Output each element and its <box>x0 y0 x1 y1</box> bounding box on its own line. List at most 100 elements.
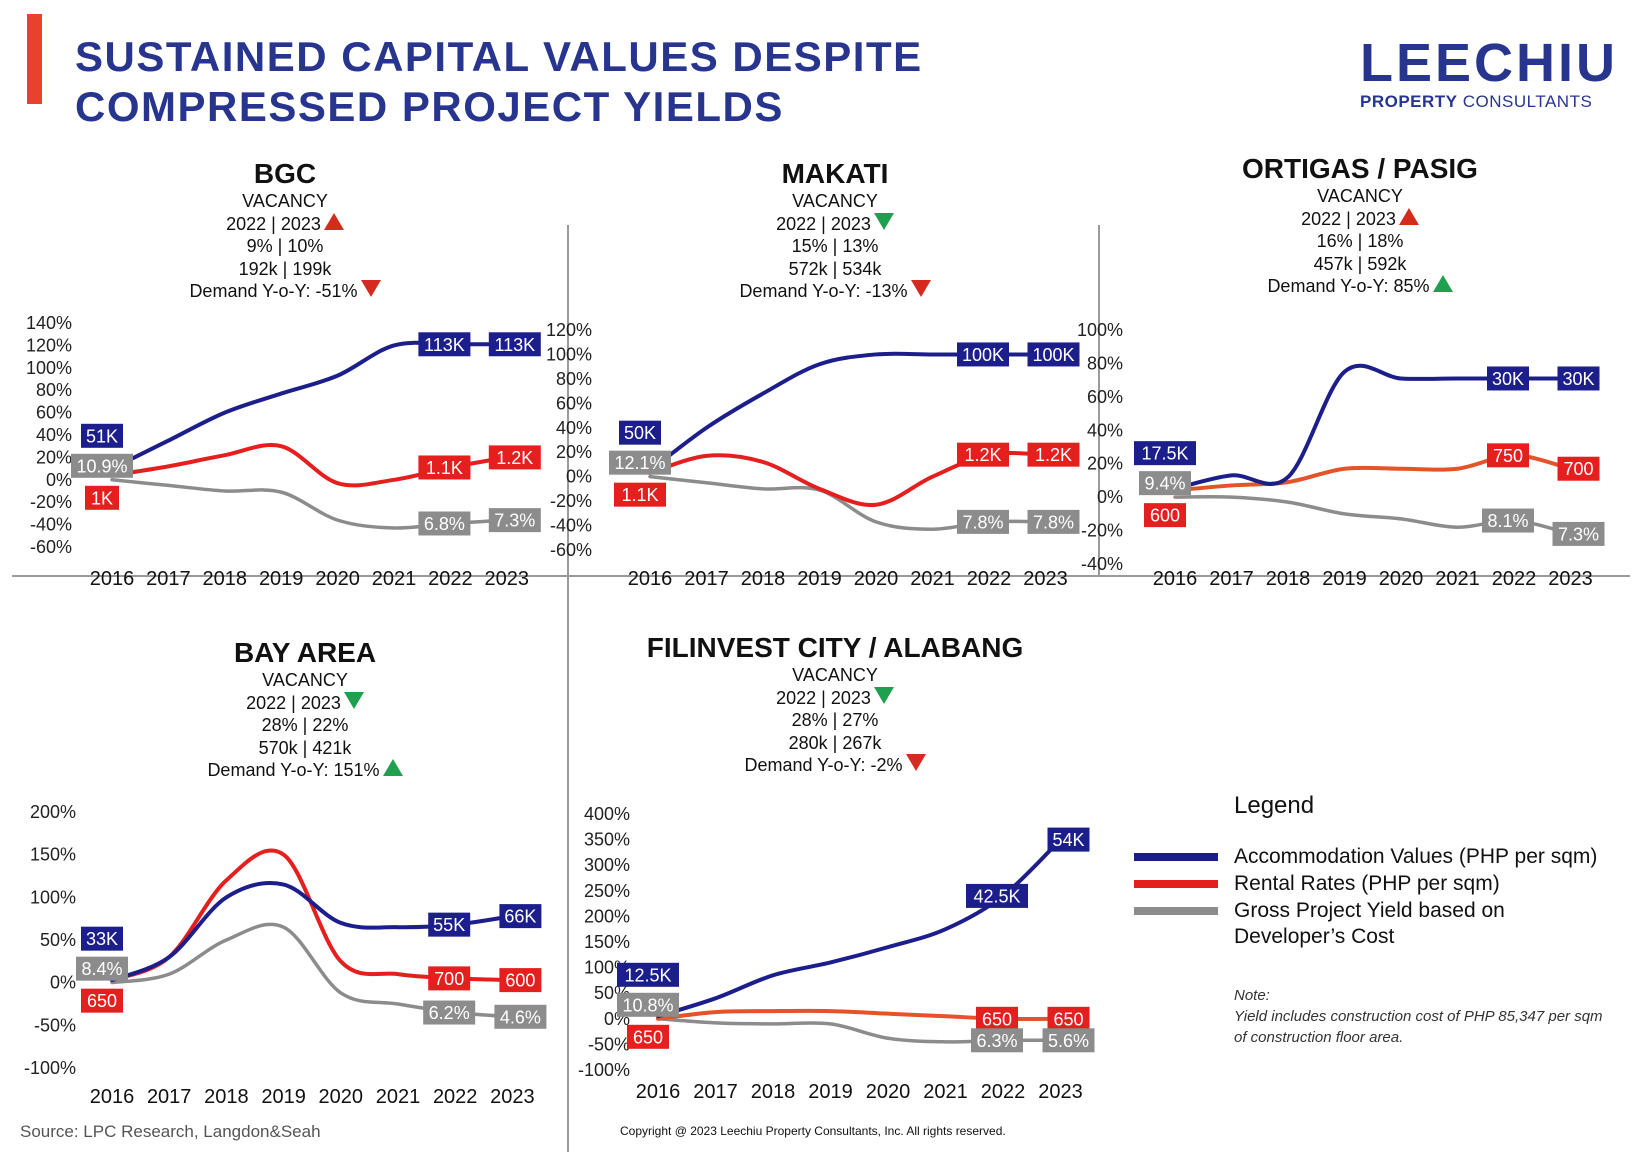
y-tick-label: -60% <box>30 537 72 557</box>
data-label-end-rental: 750 <box>1487 443 1529 468</box>
data-label-end-yield: 6.3% <box>971 1028 1023 1053</box>
y-tick-label: 100% <box>1077 320 1123 340</box>
source-text: Source: LPC Research, Langdon&Seah <box>20 1122 321 1141</box>
data-label-start-rental: 650 <box>627 1024 669 1049</box>
y-tick-label: 0% <box>566 467 592 487</box>
data-label-end-accommodation: 113K <box>418 332 471 357</box>
vacancy-years: 2022 | 2023 <box>150 212 420 236</box>
divider-horizontal <box>12 575 1630 577</box>
data-label-start-rental: 1.1K <box>614 482 666 507</box>
svg-text:7.8%: 7.8% <box>962 512 1003 532</box>
data-label-end-rental: 1.1K <box>418 455 471 480</box>
y-tick-label: 60% <box>556 393 592 413</box>
vacancy-percent: 15% | 13% <box>791 236 879 256</box>
y-tick-label: 60% <box>1087 387 1123 407</box>
data-label-start-rental: 600 <box>1144 503 1186 528</box>
panel-header-filinvest: FILINVEST CITY / ALABANG VACANCY 2022 | … <box>625 632 1045 777</box>
vacancy-years: 2022 | 2023 <box>625 686 1045 710</box>
svg-text:650: 650 <box>633 1027 663 1047</box>
vacancy-label: VACANCY <box>262 670 348 690</box>
x-tick-label: 2022 <box>981 1081 1026 1103</box>
vacancy-years: 2022 | 2023 <box>160 691 450 715</box>
panel-header-bgc: BGC VACANCY 2022 | 2023 9% | 10% 192k | … <box>150 158 420 303</box>
data-label-end-yield: 7.8% <box>957 509 1009 534</box>
svg-text:6.3%: 6.3% <box>976 1031 1017 1051</box>
vacancy-percent: 28% | 22% <box>261 715 349 735</box>
svg-text:113K: 113K <box>494 335 535 355</box>
vacancy-sqm: 572k | 534k <box>788 258 882 279</box>
data-label-end-yield: 6.2% <box>423 1000 476 1025</box>
legend-swatch <box>1134 907 1218 915</box>
legend-label: Accommodation Values (PHP per sqm) <box>1234 845 1598 868</box>
panel-title: MAKATI <box>781 158 889 189</box>
x-tick-label: 2017 <box>684 568 729 590</box>
data-label-end-yield: 8.1% <box>1482 508 1534 533</box>
svg-text:8.4%: 8.4% <box>81 959 122 979</box>
vacancy-percent: 16% | 18% <box>1316 231 1404 251</box>
x-tick-label: 2017 <box>146 568 191 590</box>
data-label-end-accommodation: 66K <box>499 904 542 929</box>
chart-filinvest: 400%350%300%250%200%150%100%50%0%-50%-10… <box>578 804 1095 1103</box>
trend-up-icon <box>323 212 344 230</box>
y-tick-label: 400% <box>584 804 630 824</box>
legend-title: Legend <box>1234 792 1315 819</box>
panel-title: FILINVEST CITY / ALABANG <box>646 632 1024 663</box>
y-tick-label: -50% <box>34 1015 76 1035</box>
y-tick-label: 20% <box>36 447 72 467</box>
y-tick-label: -20% <box>1081 521 1123 541</box>
panel-title: BAY AREA <box>233 637 377 668</box>
svg-text:750: 750 <box>1493 446 1523 466</box>
legend-swatch <box>1134 853 1218 861</box>
svg-text:42.5K: 42.5K <box>973 886 1020 906</box>
y-tick-label: -50% <box>588 1034 630 1054</box>
legend-item-yield: Gross Project Yield based on Developer’s … <box>1130 898 1505 952</box>
svg-text:600: 600 <box>1150 506 1180 526</box>
vacancy-percent: 28% | 27% <box>791 710 879 730</box>
data-label-start-yield: 10.9% <box>71 453 133 478</box>
y-tick-label: 40% <box>36 425 72 445</box>
data-label-end-accommodation: 42.5K <box>966 883 1028 908</box>
svg-text:7.3%: 7.3% <box>1558 524 1599 544</box>
svg-text:7.3%: 7.3% <box>494 511 535 531</box>
divider-vertical-2 <box>1098 225 1100 575</box>
x-tick-label: 2023 <box>485 568 530 590</box>
y-tick-label: 250% <box>584 881 630 901</box>
svg-text:700: 700 <box>434 969 464 989</box>
x-tick-label: 2016 <box>90 1086 135 1108</box>
x-tick-label: 2021 <box>376 1086 421 1108</box>
x-tick-label: 2020 <box>319 1086 364 1108</box>
title-line-1: SUSTAINED CAPITAL VALUES DESPITE <box>75 33 923 80</box>
trend-down-icon <box>905 754 926 771</box>
y-tick-label: -100% <box>24 1058 76 1078</box>
vacancy-percent: 9% | 10% <box>246 236 324 256</box>
y-tick-label: -20% <box>30 492 72 512</box>
data-label-end-yield: 7.3% <box>488 508 541 533</box>
trend-down-icon <box>873 686 894 704</box>
data-label-start-rental: 1K <box>85 485 119 510</box>
data-label-end-accommodation: 113K <box>488 332 541 357</box>
logo-wordmark: LEECHIU <box>1360 33 1619 93</box>
x-tick-label: 2018 <box>203 568 248 590</box>
y-tick-label: 20% <box>1087 454 1123 474</box>
y-tick-label: 40% <box>556 418 592 438</box>
data-label-start-accommodation: 50K <box>619 420 661 445</box>
svg-text:1.1K: 1.1K <box>621 485 658 505</box>
svg-text:30K: 30K <box>1492 369 1524 389</box>
panel-header-bay-area: BAY AREA VACANCY 2022 | 2023 28% | 22% 5… <box>160 637 450 782</box>
panel-title: ORTIGAS / PASIG <box>1242 153 1478 184</box>
data-label-end-rental: 1.2K <box>488 445 541 470</box>
svg-text:10.9%: 10.9% <box>76 456 127 476</box>
svg-text:8.1%: 8.1% <box>1487 511 1528 531</box>
svg-text:600: 600 <box>505 971 535 991</box>
y-tick-label: -60% <box>550 540 592 560</box>
svg-text:50K: 50K <box>624 423 656 443</box>
legend: Legend Accommodation Values (PHP per sqm… <box>1130 792 1597 952</box>
data-label-end-accommodation: 100K <box>957 342 1009 367</box>
data-label-end-rental: 650 <box>976 1006 1018 1031</box>
vacancy-sqm: 192k | 199k <box>238 258 332 279</box>
data-label-end-yield: 6.8% <box>418 511 471 536</box>
x-tick-label: 2020 <box>1379 568 1424 590</box>
y-tick-label: -40% <box>550 516 592 536</box>
data-label-start-yield: 9.4% <box>1139 471 1191 496</box>
trend-down-icon <box>360 280 381 297</box>
